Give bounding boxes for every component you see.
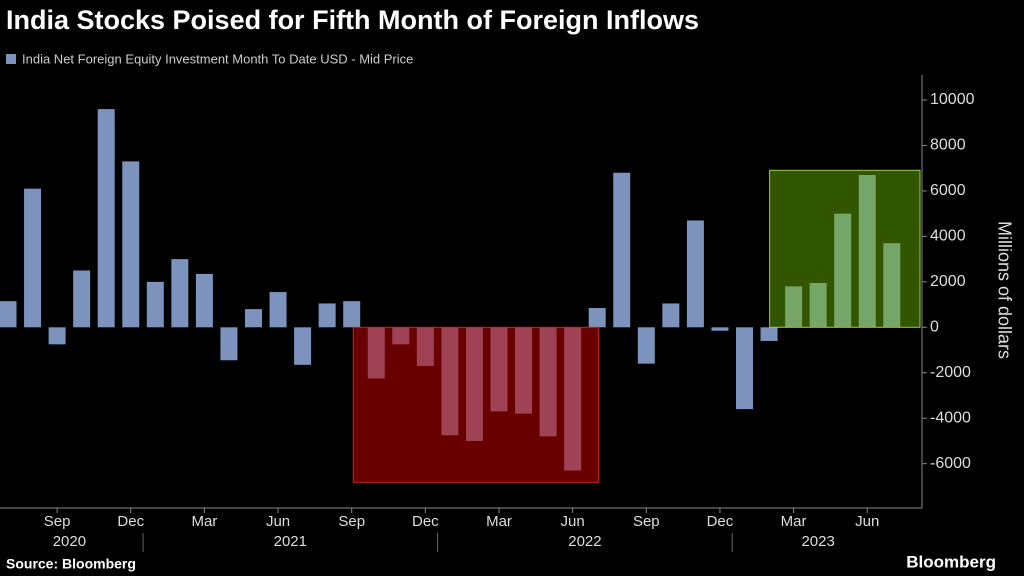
- bar: [73, 270, 91, 328]
- y-tick-label: -6000: [930, 455, 971, 472]
- x-year-label: 2022: [568, 533, 601, 550]
- bar: [834, 213, 852, 328]
- x-tick-label: Mar: [191, 513, 217, 530]
- x-tick-label: Jun: [855, 513, 879, 530]
- bar: [858, 175, 876, 328]
- bar: [122, 161, 140, 328]
- x-tick-label: Dec: [117, 513, 144, 530]
- y-tick-label: -4000: [930, 409, 971, 426]
- y-tick-label: 10000: [930, 91, 975, 108]
- bar: [613, 172, 631, 328]
- x-tick-label: Sep: [44, 513, 71, 530]
- bar: [809, 282, 827, 328]
- x-tick-label: Dec: [707, 513, 734, 530]
- highlight-outflow: [352, 326, 600, 483]
- bar: [883, 243, 901, 328]
- highlight-inflow: [769, 169, 921, 328]
- bar: [294, 327, 312, 365]
- x-year-label: 2021: [274, 533, 307, 550]
- legend-swatch: [6, 54, 16, 64]
- bar: [24, 188, 42, 328]
- x-tick-label: Mar: [781, 513, 807, 530]
- bar: [736, 327, 753, 410]
- x-tick-label: Jun: [266, 513, 290, 530]
- x-year-label: 2023: [801, 533, 834, 550]
- y-tick-label: 8000: [930, 137, 966, 154]
- bar: [97, 109, 115, 328]
- bar: [343, 301, 361, 328]
- bar: [760, 327, 778, 341]
- bar: [269, 292, 287, 328]
- bar: [588, 307, 606, 328]
- bar: [686, 220, 704, 328]
- x-year-label: 2020: [53, 533, 86, 550]
- bar: [171, 259, 189, 328]
- x-tick-label: Sep: [633, 513, 660, 530]
- y-tick-label: 2000: [930, 273, 966, 290]
- bar: [146, 281, 164, 328]
- bar: [637, 327, 655, 364]
- bar: [195, 273, 213, 328]
- bar: [662, 303, 680, 328]
- chart-title: India Stocks Poised for Fifth Month of F…: [6, 5, 699, 35]
- y-tick-label: 6000: [930, 182, 966, 199]
- x-tick-label: Jun: [561, 513, 585, 530]
- bar: [0, 301, 17, 328]
- bar: [711, 327, 729, 331]
- y-tick-label: 4000: [930, 228, 966, 245]
- legend-label: India Net Foreign Equity Investment Mont…: [22, 51, 413, 66]
- source: Source: Bloomberg: [6, 556, 136, 572]
- brand: Bloomberg: [906, 552, 996, 571]
- bar: [785, 286, 803, 328]
- bar: [220, 327, 238, 361]
- x-tick-label: Mar: [486, 513, 512, 530]
- bar: [48, 327, 66, 345]
- y-tick-label: -2000: [930, 364, 971, 381]
- y-axis-label: Millions of dollars: [994, 221, 1014, 359]
- x-tick-label: Dec: [412, 513, 439, 530]
- bar: [318, 303, 336, 328]
- x-tick-label: Sep: [338, 513, 365, 530]
- bar: [245, 309, 262, 328]
- y-tick-label: 0: [930, 319, 939, 336]
